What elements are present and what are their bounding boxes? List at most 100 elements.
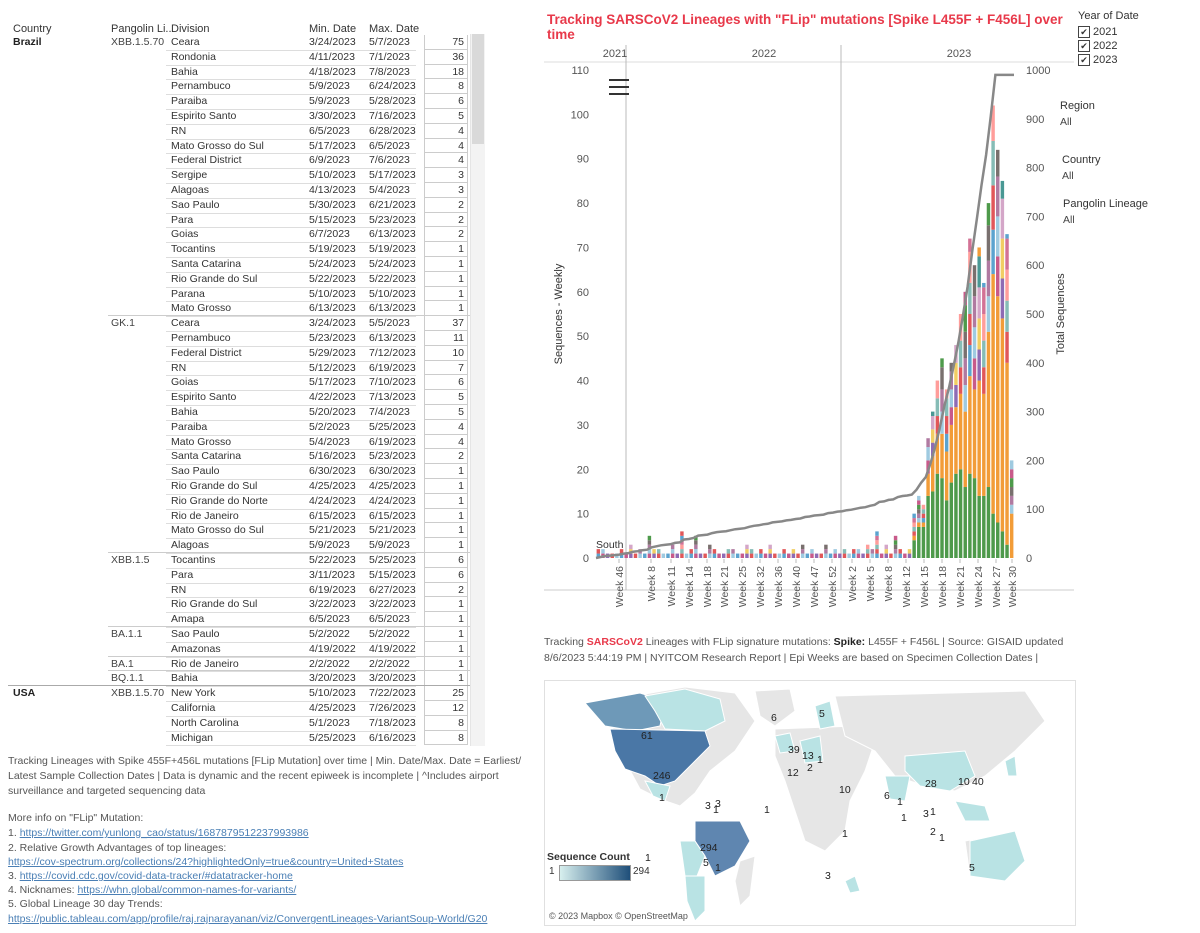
link-cov-spectrum[interactable]: https://cov-spectrum.org/collections/24?… xyxy=(8,856,404,868)
table-row[interactable]: North Carolina 5/1/2023 7/18/2023 8 xyxy=(8,715,478,732)
map-country-label[interactable]: 39 xyxy=(788,744,800,756)
map-country-label[interactable]: 1 xyxy=(817,754,823,766)
link-cdc[interactable]: https://covid.cdc.gov/covid-data-tracker… xyxy=(19,870,293,882)
map-country-label[interactable]: 12 xyxy=(787,767,799,779)
link-twitter[interactable]: https://twitter.com/yunlong_cao/status/1… xyxy=(19,827,309,839)
table-row[interactable]: Federal District 6/9/2023 7/6/2023 4 xyxy=(8,153,478,170)
header-min-date[interactable]: Min. Date xyxy=(309,23,357,35)
map-country-label[interactable]: 294 xyxy=(700,842,718,854)
table-row[interactable]: XBB.1.5 Tocantins 5/22/2023 5/25/2023 6 xyxy=(8,553,478,569)
table-row[interactable]: BQ.1.1 Bahia 3/20/2023 3/20/2023 1 xyxy=(8,671,478,688)
map-country-label[interactable]: 246 xyxy=(653,770,671,782)
map-country-label[interactable]: 3 xyxy=(825,870,831,882)
table-row[interactable]: Sao Paulo 5/30/2023 6/21/2023 2 xyxy=(8,197,478,214)
header-max-date[interactable]: Max. Date xyxy=(369,23,420,35)
table-scrollbar[interactable] xyxy=(470,34,485,746)
map-country-label[interactable]: 1 xyxy=(939,832,945,844)
map-country-label[interactable]: 5 xyxy=(969,862,975,874)
table-row[interactable]: Paraiba 5/2/2023 5/25/2023 4 xyxy=(8,419,478,436)
table-row[interactable]: Rio Grande do Sul 3/22/2023 3/22/2023 1 xyxy=(8,597,478,614)
map-country-label[interactable]: 1 xyxy=(715,862,721,874)
header-lineage[interactable]: Pangolin Li.. xyxy=(111,23,172,35)
map-country-label[interactable]: 1 xyxy=(842,828,848,840)
map-country-label[interactable]: 3 xyxy=(923,808,929,820)
map-country-label[interactable]: 1 xyxy=(764,804,770,816)
table-row[interactable]: Goias 6/7/2023 6/13/2023 2 xyxy=(8,227,478,244)
map-country-label[interactable]: 1 xyxy=(659,792,665,804)
table-row[interactable]: RN 6/19/2023 6/27/2023 2 xyxy=(8,582,478,599)
world-map[interactable]: 61 246 1 3 1 3 1 294 5 1 1 6 5 39 13 12 2 1 10 28 6 1 1 10 40 3 1 1… xyxy=(544,680,1076,926)
country-filter-value[interactable]: All xyxy=(1062,170,1074,182)
map-country-label[interactable]: 2 xyxy=(807,762,813,774)
table-row[interactable]: Espirito Santo 4/22/2023 7/13/2023 5 xyxy=(8,390,478,406)
table-row[interactable]: Rio de Janeiro 6/15/2023 6/15/2023 1 xyxy=(8,508,478,525)
table-row[interactable]: Federal District 5/29/2023 7/12/2023 10 xyxy=(8,345,478,362)
table-row[interactable]: Pernambuco 5/9/2023 6/24/2023 8 xyxy=(8,79,478,96)
lineage-filter[interactable]: Pangolin Lineage All xyxy=(1063,198,1148,226)
table-row[interactable]: Mato Grosso do Sul 5/21/2023 5/21/2023 1 xyxy=(8,523,478,540)
table-row[interactable]: Para 3/11/2023 5/15/2023 6 xyxy=(8,567,478,584)
map-country-label[interactable]: 40 xyxy=(972,776,984,788)
table-row[interactable]: Amazonas 4/19/2022 4/19/2022 1 xyxy=(8,641,478,658)
table-row[interactable]: Pernambuco 5/23/2023 6/13/2023 11 xyxy=(8,331,478,347)
region-filter-value[interactable]: All xyxy=(1060,116,1072,128)
table-row[interactable]: Mato Grosso 5/4/2023 6/19/2023 4 xyxy=(8,434,478,451)
year-2023-checkbox[interactable]: ✔ 2023 xyxy=(1078,53,1139,67)
link-nicknames[interactable]: https://whn.global/common-names-for-vari… xyxy=(77,884,297,896)
header-division[interactable]: Division xyxy=(171,23,210,35)
table-row[interactable]: Brazil XBB.1.5.70 Ceara 3/24/2023 5/7/2023 75 xyxy=(8,35,478,51)
map-country-label[interactable]: 1 xyxy=(901,812,907,824)
map-country-label[interactable]: 10 xyxy=(839,784,851,796)
table-row[interactable]: Rio Grande do Sul 4/25/2023 4/25/2023 1 xyxy=(8,479,478,495)
table-row[interactable]: Bahia 5/20/2023 7/4/2023 5 xyxy=(8,405,478,421)
table-row[interactable]: Rio Grande do Sul 5/22/2023 5/22/2023 1 xyxy=(8,271,478,288)
map-country-label[interactable]: 61 xyxy=(641,730,653,742)
table-row[interactable]: Michigan 5/25/2023 6/16/2023 8 xyxy=(8,730,478,747)
table-row[interactable]: Goias 5/17/2023 7/10/2023 6 xyxy=(8,375,478,392)
table-row[interactable]: Para 5/15/2023 5/23/2023 2 xyxy=(8,212,478,229)
table-row[interactable]: USA XBB.1.5.70 New York 5/10/2023 7/22/2023 2… xyxy=(8,686,478,702)
header-country[interactable]: Country xyxy=(13,23,52,35)
map-country-label[interactable]: 6 xyxy=(884,790,890,802)
scrollbar-thumb[interactable] xyxy=(472,34,484,144)
country-filter[interactable]: Country All xyxy=(1062,154,1101,182)
table-row[interactable]: RN 6/5/2023 6/28/2023 4 xyxy=(8,123,478,140)
region-filter[interactable]: Region All xyxy=(1060,100,1095,128)
table-row[interactable]: BA.1.1 Sao Paulo 5/2/2022 5/2/2022 1 xyxy=(8,627,478,643)
table-row[interactable]: RN 5/12/2023 6/19/2023 7 xyxy=(8,360,478,377)
map-country-label[interactable]: 5 xyxy=(703,857,709,869)
map-country-label[interactable]: 10 xyxy=(958,776,970,788)
lineage-filter-value[interactable]: All xyxy=(1063,214,1075,226)
map-country-label[interactable]: 5 xyxy=(819,708,825,720)
table-row[interactable]: Mato Grosso 6/13/2023 6/13/2023 1 xyxy=(8,301,478,318)
map-country-label[interactable]: 1 xyxy=(645,852,651,864)
link-tableau[interactable]: https://public.tableau.com/app/profile/r… xyxy=(8,913,488,925)
table-row[interactable]: Paraiba 5/9/2023 5/28/2023 6 xyxy=(8,94,478,110)
map-country-label[interactable]: 28 xyxy=(925,778,937,790)
table-row[interactable]: Amapa 6/5/2023 6/5/2023 1 xyxy=(8,612,478,628)
map-country-label[interactable]: 1 xyxy=(713,804,719,816)
map-country-label[interactable]: 1 xyxy=(930,806,936,818)
table-row[interactable]: Rondonia 4/11/2023 7/1/2023 36 xyxy=(8,49,478,66)
map-country-label[interactable]: 13 xyxy=(802,750,814,762)
table-row[interactable]: Espirito Santo 3/30/2023 7/16/2023 5 xyxy=(8,109,478,125)
table-row[interactable]: Tocantins 5/19/2023 5/19/2023 1 xyxy=(8,242,478,258)
table-row[interactable]: Parana 5/10/2023 5/10/2023 1 xyxy=(8,286,478,303)
table-row[interactable]: Sao Paulo 6/30/2023 6/30/2023 1 xyxy=(8,464,478,480)
map-country-label[interactable]: 3 xyxy=(705,800,711,812)
year-2022-checkbox[interactable]: ✔ 2022 xyxy=(1078,39,1139,53)
table-row[interactable]: Rio Grande do Norte 4/24/2023 4/24/2023 1 xyxy=(8,493,478,510)
table-row[interactable]: Alagoas 5/9/2023 5/9/2023 1 xyxy=(8,538,478,554)
table-row[interactable]: California 4/25/2023 7/26/2023 12 xyxy=(8,701,478,717)
table-row[interactable]: GK.1 Ceara 3/24/2023 5/5/2023 37 xyxy=(8,316,478,332)
map-country-label[interactable]: 6 xyxy=(771,712,777,724)
table-row[interactable]: Bahia 4/18/2023 7/8/2023 18 xyxy=(8,64,478,81)
table-row[interactable]: Mato Grosso do Sul 5/17/2023 6/5/2023 4 xyxy=(8,138,478,155)
table-row[interactable]: BA.1 Rio de Janeiro 2/2/2022 2/2/2022 1 xyxy=(8,656,478,673)
table-row[interactable]: Santa Catarina 5/24/2023 5/24/2023 1 xyxy=(8,257,478,273)
table-row[interactable]: Alagoas 4/13/2023 5/4/2023 3 xyxy=(8,183,478,199)
year-2021-checkbox[interactable]: ✔ 2021 xyxy=(1078,25,1139,39)
map-country-label[interactable]: 3 xyxy=(715,798,721,810)
table-row[interactable]: Sergipe 5/10/2023 5/17/2023 3 xyxy=(8,168,478,184)
